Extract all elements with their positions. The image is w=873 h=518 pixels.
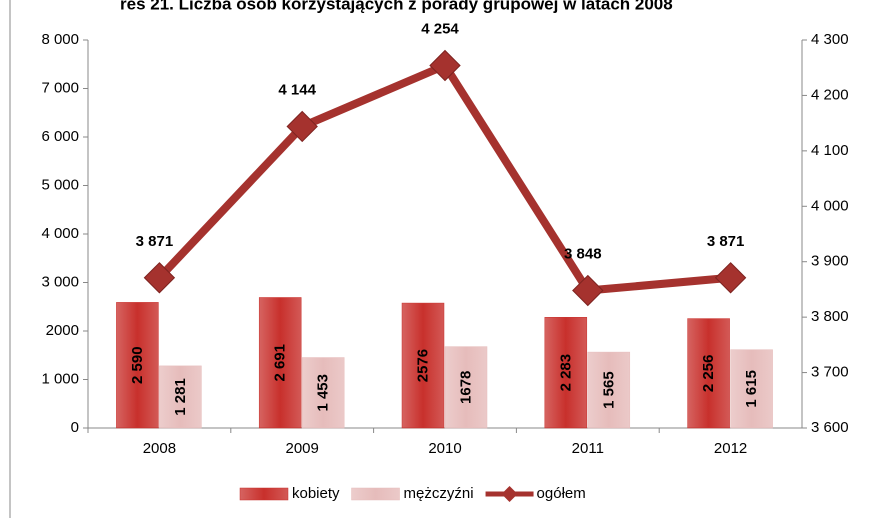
y2-tick-label: 4 100 [811, 142, 849, 159]
chart-title: res 21. Liczba osób korzystających z por… [120, 0, 673, 13]
y-tick-label: 8 000 [41, 31, 79, 48]
bar-value-label: 1 281 [172, 378, 189, 416]
line-marker [143, 262, 176, 294]
bar [544, 317, 588, 429]
bar-value-label: 2 283 [557, 354, 574, 392]
line [156, 61, 731, 295]
bar [444, 346, 488, 429]
legend-label: mężczyźni [404, 485, 474, 502]
line-marker [714, 262, 747, 294]
y2-tick-label: 4 200 [811, 86, 849, 103]
y-tick-label: 7 000 [41, 79, 79, 96]
legend-label: ogółem [537, 485, 586, 502]
legend-swatch [239, 487, 289, 501]
x-tick-label: 2009 [286, 440, 319, 457]
y-tick-label: 6 000 [41, 128, 79, 145]
y2-tick-label: 3 600 [811, 419, 849, 436]
bar-value-label: 2 590 [129, 346, 146, 384]
bar [258, 297, 302, 429]
line-marker [286, 110, 318, 143]
bar [301, 357, 345, 429]
bar-value-label: 1 453 [315, 374, 332, 412]
y2-tick-label: 3 800 [811, 308, 849, 325]
bar-value-label: 2 691 [272, 344, 289, 382]
y2-tick-label: 4 000 [811, 197, 849, 214]
x-tick-label: 2012 [714, 440, 747, 457]
line-value-label: 4 254 [421, 20, 459, 37]
bar-value-label: 1 615 [743, 370, 760, 408]
y-tick-label: 0 [71, 419, 79, 436]
legend-label: kobiety [292, 485, 340, 502]
bar-value-label: 1 565 [600, 371, 617, 409]
x-tick-label: 2011 [572, 440, 604, 457]
line-value-label: 4 144 [278, 81, 316, 98]
x-tick-label: 2010 [428, 440, 461, 457]
legend-swatch [351, 487, 400, 501]
bar [116, 302, 159, 429]
line-value-label: 3 871 [136, 233, 174, 250]
bar-value-label: 1678 [457, 371, 474, 404]
y-tick-label: 2000 [46, 322, 79, 339]
bar [587, 351, 631, 429]
x-tick-label: 2008 [143, 440, 176, 457]
line-value-label: 3 848 [564, 246, 602, 263]
chart-frame [9, 0, 11, 518]
y2-tick-label: 3 700 [811, 364, 849, 381]
line-marker [429, 49, 461, 82]
bar [687, 318, 730, 429]
bar [730, 349, 773, 429]
line-value-label: 3 871 [707, 233, 745, 250]
y-tick-label: 4 000 [41, 225, 79, 242]
y-tick-label: 5 000 [41, 176, 79, 193]
y2-tick-label: 4 300 [811, 31, 849, 48]
bar-value-label: 2576 [414, 349, 431, 382]
bar [159, 365, 202, 429]
legend-marker [501, 486, 518, 502]
bar-value-label: 2 256 [700, 355, 717, 393]
y-tick-label: 3 000 [41, 273, 79, 290]
line-marker [572, 274, 604, 307]
bar [401, 302, 445, 429]
y2-tick-label: 3 900 [811, 253, 849, 270]
y-tick-label: 1 000 [41, 370, 79, 387]
